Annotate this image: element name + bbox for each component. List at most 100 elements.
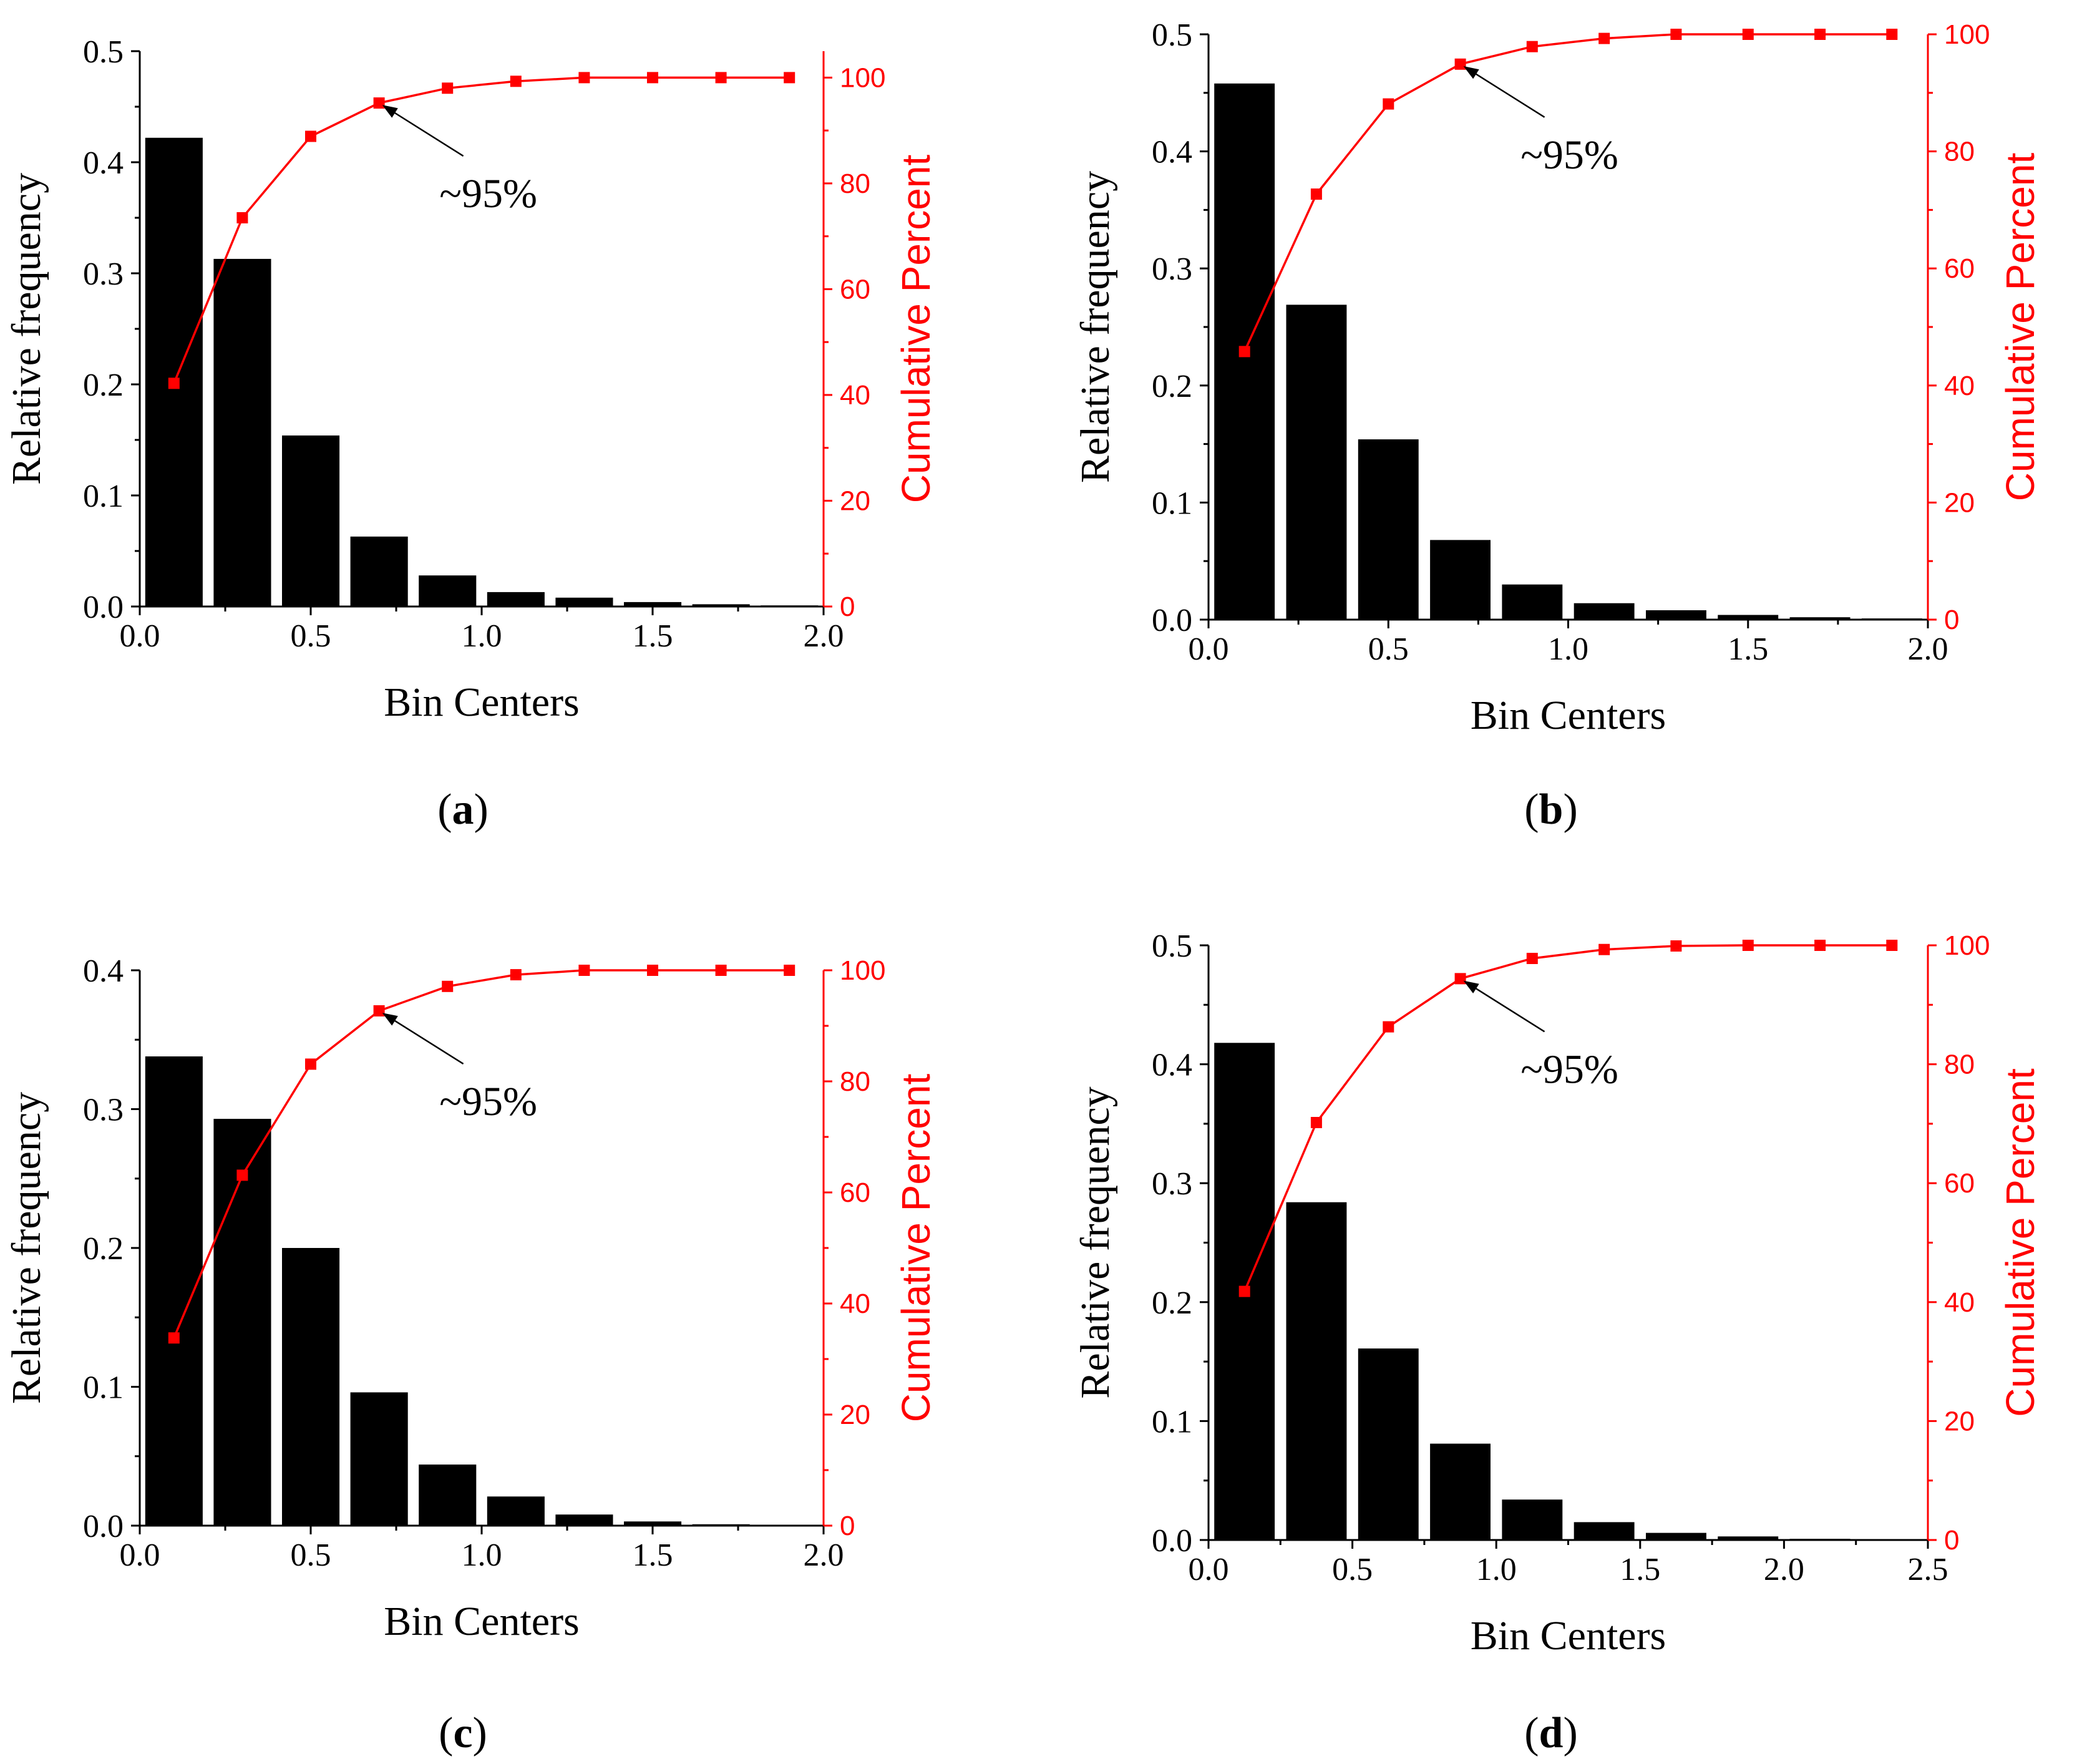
- x-tick-label: 0.5: [291, 618, 331, 654]
- cumulative-line: [173, 969, 790, 1338]
- x-tick-label: 0.0: [1189, 631, 1229, 667]
- y-tick-label: 0.2: [83, 1231, 124, 1267]
- x-tick-label: 0.5: [1332, 1552, 1373, 1587]
- y2-tick-label: 0: [1944, 1525, 1959, 1556]
- cumulative-point: [510, 76, 522, 87]
- annotation-arrowhead: [382, 105, 398, 118]
- y2-tick-label: 80: [840, 168, 870, 199]
- annotation-text: ~95%: [439, 171, 537, 217]
- annotation-arrow: [1470, 984, 1545, 1033]
- bar: [1574, 1522, 1635, 1540]
- bar: [419, 1464, 477, 1526]
- chart-panel-d: 0.0 0.5 1.0 1.5 2.0 2.5 0.0 0.1 0.2 0.3 0.4 0.5 0 20 4…: [1073, 928, 2043, 1757]
- cumulative-point: [305, 130, 316, 142]
- cumulative-point: [1598, 32, 1610, 44]
- panel-caption-letter: c: [453, 1709, 472, 1757]
- cumulative-point: [1526, 41, 1538, 52]
- bar: [1646, 1533, 1706, 1540]
- chart-panel-b: 0.0 0.5 1.0 1.5 2.0 0.0 0.1 0.2 0.3 0.4 0.5 0 20 40 60…: [1073, 17, 2043, 834]
- chart-panel-a: 0.0 0.5 1.0 1.5 2.0 0.0 0.1 0.2 0.3 0.4 0.5 0 20 40 60…: [4, 34, 938, 834]
- x-tick-label: 0.5: [291, 1537, 331, 1573]
- y-axis-label: Relative frequency: [1073, 171, 1118, 483]
- panel-caption-letter: a: [452, 786, 474, 834]
- bar: [282, 435, 340, 607]
- cumulative-point: [1238, 346, 1250, 358]
- annotation-text: ~95%: [439, 1079, 537, 1124]
- y2-tick-label: 60: [1944, 1168, 1975, 1199]
- annotation-arrow: [1470, 70, 1545, 118]
- bar: [555, 597, 613, 607]
- bar: [213, 258, 271, 607]
- cumulative-point: [1814, 940, 1826, 951]
- y-tick-label: 0.5: [1152, 928, 1192, 964]
- annotation-arrow: [389, 1016, 464, 1065]
- cumulative-point: [1670, 29, 1682, 40]
- y-tick-label: 0.0: [1152, 1523, 1192, 1559]
- x-tick-label: 2.0: [804, 1537, 844, 1573]
- y2-tick-label: 60: [840, 1177, 870, 1208]
- y-tick-label: 0.1: [1152, 1404, 1192, 1440]
- y-tick-label: 0.4: [83, 953, 124, 989]
- cumulative-point: [168, 1332, 180, 1344]
- bar: [1430, 1443, 1491, 1540]
- y2-tick-label: 100: [1944, 19, 1990, 50]
- cumulative-point: [1310, 188, 1322, 200]
- cumulative-point: [1598, 943, 1610, 955]
- x-tick-label: 0.5: [1368, 631, 1409, 667]
- bar: [1646, 610, 1706, 620]
- annotation-text: ~95%: [1520, 132, 1618, 178]
- bar: [213, 1119, 271, 1526]
- cumulative-point: [578, 965, 590, 976]
- x-tick-label: 1.5: [633, 618, 673, 654]
- y-tick-label: 0.4: [1152, 135, 1192, 170]
- y-tick-label: 0.1: [83, 1370, 124, 1406]
- cumulative-point: [1238, 1285, 1250, 1297]
- y2-axis-label: Cumulative Percent: [893, 155, 938, 504]
- y2-tick-label: 20: [1944, 1406, 1975, 1436]
- y2-tick-label: 60: [840, 274, 870, 305]
- y2-axis-label: Cumulative Percent: [893, 1074, 938, 1423]
- y-tick-label: 0.1: [1152, 485, 1192, 521]
- cumulative-point: [373, 97, 385, 109]
- cumulative-line: [173, 76, 790, 384]
- x-tick-label: 1.5: [1620, 1552, 1660, 1587]
- cumulative-point: [236, 212, 248, 223]
- cumulative-point: [1383, 98, 1394, 110]
- y2-tick-label: 100: [1944, 930, 1990, 961]
- bar: [350, 1392, 408, 1526]
- y-tick-label: 0.4: [83, 145, 124, 181]
- y2-tick-label: 20: [840, 1400, 870, 1430]
- cumulative-point: [442, 82, 454, 94]
- y-tick-label: 0.0: [1152, 603, 1192, 638]
- x-tick-label: 2.0: [804, 618, 844, 654]
- cumulative-point: [510, 969, 522, 981]
- y-tick-label: 0.3: [83, 256, 124, 292]
- y-axis-label: Relative frequency: [1073, 1086, 1118, 1398]
- x-axis-label: Bin Centers: [1471, 693, 1666, 738]
- chart-panel-c: 0.0 0.5 1.0 1.5 2.0 0.0 0.1 0.2 0.3 0.4 0 20 40 60 80 1…: [4, 953, 938, 1757]
- cumulative-point: [647, 72, 658, 84]
- bar: [1789, 617, 1851, 620]
- y-tick-label: 0.2: [83, 368, 124, 403]
- y2-tick-label: 20: [1944, 487, 1975, 518]
- cumulative-point: [784, 72, 795, 84]
- cumulative-line: [1243, 944, 1892, 1292]
- x-tick-label: 1.0: [1476, 1552, 1517, 1587]
- bar: [692, 604, 750, 607]
- cumulative-point: [1383, 1021, 1394, 1033]
- panel-caption: (a): [437, 786, 489, 834]
- y-axis-label: Relative frequency: [4, 1092, 49, 1404]
- y-tick-label: 0.2: [1152, 369, 1192, 404]
- cumulative-point: [1742, 940, 1754, 951]
- x-tick-label: 1.0: [1548, 631, 1588, 667]
- y2-axis-label: Cumulative Percent: [1998, 1068, 2043, 1417]
- cumulative-line: [1243, 33, 1892, 353]
- cumulative-point: [1454, 973, 1466, 985]
- y2-tick-label: 0: [840, 1511, 855, 1541]
- panel-caption: (c): [439, 1709, 487, 1757]
- y2-tick-label: 40: [1944, 371, 1975, 401]
- y2-tick-label: 0: [840, 592, 855, 622]
- bar: [282, 1248, 340, 1526]
- y2-tick-label: 80: [1944, 1050, 1975, 1080]
